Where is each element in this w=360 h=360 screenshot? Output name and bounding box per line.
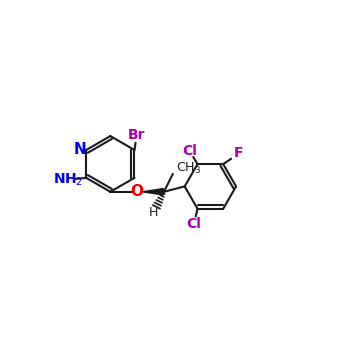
Text: CH$_3$: CH$_3$ [176,161,202,176]
Text: Br: Br [127,128,145,142]
Text: O: O [131,184,144,199]
Text: H: H [149,206,159,219]
Text: Cl: Cl [186,217,201,231]
Text: NH$_2$: NH$_2$ [53,171,83,188]
Text: N: N [74,142,87,157]
Polygon shape [143,189,163,195]
Text: Cl: Cl [182,144,197,158]
Text: F: F [234,147,243,161]
